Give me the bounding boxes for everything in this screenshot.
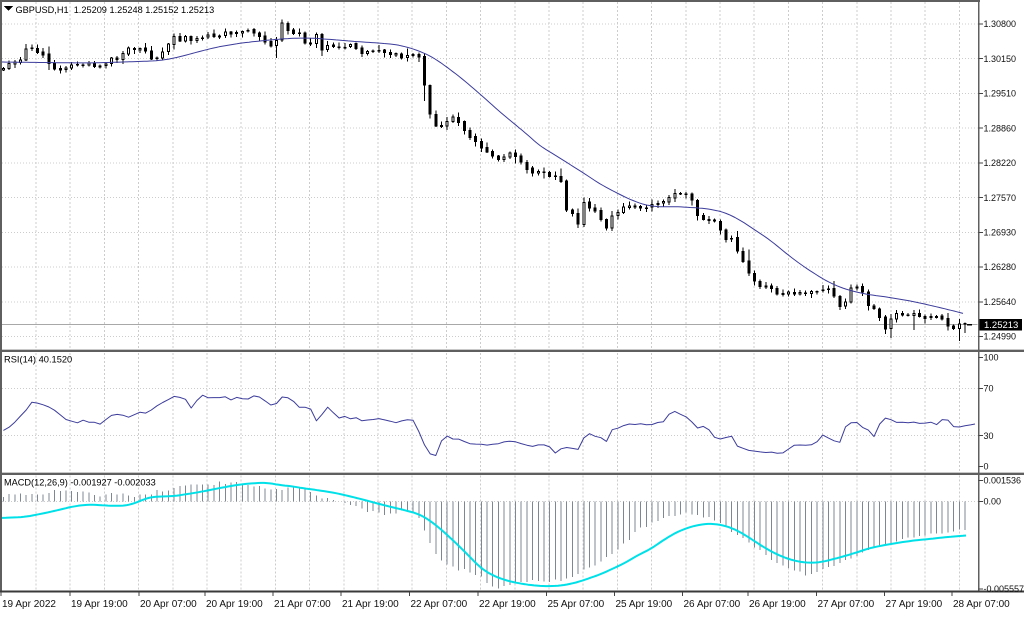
svg-text:21 Apr 07:00: 21 Apr 07:00: [274, 599, 331, 610]
svg-text:19 Apr 2022: 19 Apr 2022: [2, 599, 56, 610]
svg-text:27 Apr 07:00: 27 Apr 07:00: [818, 599, 875, 610]
svg-text:22 Apr 07:00: 22 Apr 07:00: [411, 599, 468, 610]
svg-text:20 Apr 07:00: 20 Apr 07:00: [140, 599, 197, 610]
svg-text:1.25640: 1.25640: [984, 297, 1017, 307]
svg-text:RSI(14) 40.1520: RSI(14) 40.1520: [4, 355, 72, 365]
svg-text:100: 100: [984, 353, 999, 363]
svg-text:1.25213: 1.25213: [984, 320, 1018, 331]
svg-text:25 Apr 19:00: 25 Apr 19:00: [616, 599, 673, 610]
svg-text:1.27570: 1.27570: [984, 193, 1017, 203]
svg-text:26 Apr 19:00: 26 Apr 19:00: [749, 599, 806, 610]
svg-text:25 Apr 07:00: 25 Apr 07:00: [548, 599, 605, 610]
svg-text:20 Apr 19:00: 20 Apr 19:00: [206, 599, 263, 610]
svg-text:30: 30: [984, 431, 994, 441]
svg-text:1.26280: 1.26280: [984, 262, 1017, 272]
svg-text:21 Apr 19:00: 21 Apr 19:00: [342, 599, 399, 610]
svg-text:1.26930: 1.26930: [984, 228, 1017, 238]
svg-text:1.24990: 1.24990: [984, 332, 1017, 342]
svg-text:0.00: 0.00: [984, 497, 1002, 507]
svg-text:0: 0: [984, 462, 989, 472]
svg-text:-0.005557: -0.005557: [984, 584, 1024, 594]
svg-text:22 Apr 19:00: 22 Apr 19:00: [479, 599, 536, 610]
svg-text:1.29510: 1.29510: [984, 89, 1017, 99]
svg-text:1.30800: 1.30800: [984, 19, 1017, 29]
svg-text:1.28220: 1.28220: [984, 158, 1017, 168]
svg-text:26 Apr 07:00: 26 Apr 07:00: [684, 599, 741, 610]
svg-text:27 Apr 19:00: 27 Apr 19:00: [886, 599, 943, 610]
svg-text:70: 70: [984, 384, 994, 394]
svg-text:0.001536: 0.001536: [984, 476, 1022, 486]
svg-text:1.30150: 1.30150: [984, 54, 1017, 64]
svg-text:19 Apr 19:00: 19 Apr 19:00: [71, 599, 128, 610]
svg-text:MACD(12,26,9) -0.001927 -0.002: MACD(12,26,9) -0.001927 -0.002033: [4, 478, 156, 488]
svg-text:GBPUSD,H1 1.25209 1.25248 1.2: GBPUSD,H1 1.25209 1.25248 1.25152 1.2521…: [16, 5, 215, 15]
svg-text:28 Apr 07:00: 28 Apr 07:00: [953, 599, 1010, 610]
svg-text:1.28860: 1.28860: [984, 123, 1017, 133]
